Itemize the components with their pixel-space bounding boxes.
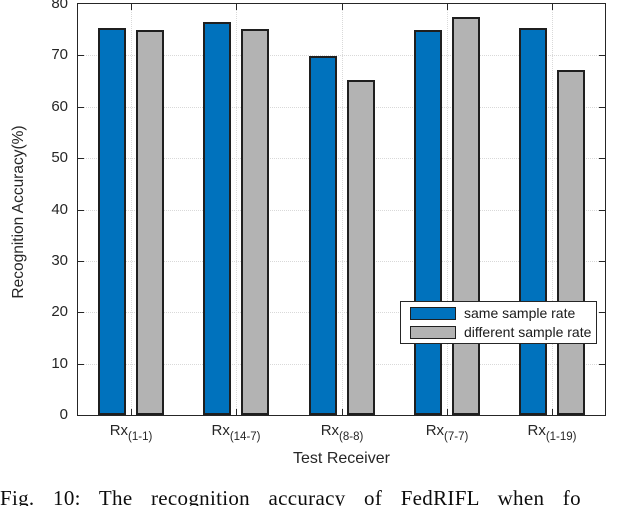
legend-swatch-blue [410,306,456,320]
gridline-horizontal [78,364,605,365]
legend-label: same sample rate [464,305,576,321]
x-axis-label: Test Receiver [293,450,390,467]
x-tick-top [131,4,132,10]
category-subscript: (1-1) [128,431,153,443]
bar-same-sample-rate [519,28,547,415]
legend-label: different sample rate [464,324,592,340]
bar-same-sample-rate [414,30,442,415]
gridline-horizontal [78,107,605,108]
category-base: Rx [211,422,230,439]
gridline-horizontal [78,312,605,313]
y-tick-label: 70 [51,46,68,64]
y-tick-label: 10 [51,354,68,372]
category-base: Rx [320,422,340,439]
y-tick-right [599,55,605,56]
x-tick-label: Rx(7-7) [395,422,499,443]
y-tick-label: 80 [51,0,68,12]
gridline-horizontal [78,158,605,159]
x-tick-label: Rx(14-7) [184,422,288,443]
y-tick-label: 40 [51,200,68,218]
legend-item-same-sample-rate: same sample rate [401,305,596,321]
bar-same-sample-rate [98,28,126,415]
gridline-horizontal [78,210,605,211]
legend: same sample rate different sample rate [400,301,597,344]
y-tick-right [599,364,605,365]
y-tick-left [78,158,84,159]
y-tick-left [78,364,84,365]
y-tick-left [78,55,84,56]
y-tick-right [599,107,605,108]
bar-different-sample-rate [347,80,375,415]
legend-item-different-sample-rate: different sample rate [401,324,596,340]
x-tick-label: Rx(1-19) [500,422,604,443]
category-subscript: (7-7) [444,431,469,443]
y-tick-right [599,210,605,211]
y-tick-left [78,261,84,262]
y-tick-right [599,261,605,262]
y-tick-right [599,312,605,313]
bar-same-sample-rate [203,22,231,415]
gridline-vertical [131,4,132,415]
category-subscript: (14-7) [229,431,261,443]
legend-swatch-gray [410,325,456,339]
gridline-vertical [552,4,553,415]
figure-caption: Fig. 10: The recognition accuracy of Fed… [0,486,581,506]
gridline-vertical [447,4,448,415]
x-tick-bottom [131,409,132,415]
gridline-horizontal [78,261,605,262]
category-base: Rx [109,422,129,439]
y-tick-label: 30 [51,251,68,269]
plot-area [77,3,606,416]
y-tick-label: 20 [51,303,68,321]
category-subscript: (1-19) [545,431,577,443]
x-tick-bottom [552,409,553,415]
x-tick-label: Rx(8-8) [290,422,394,443]
category-base: Rx [527,422,546,439]
x-tick-label: Rx(1-1) [79,422,183,443]
bar-different-sample-rate [241,29,269,415]
bar-different-sample-rate [136,30,164,415]
x-tick-bottom [447,409,448,415]
x-tick-top [447,4,448,10]
y-tick-label: 50 [51,149,68,167]
y-tick-label: 0 [59,406,68,423]
x-tick-bottom [236,409,237,415]
y-tick-left [78,210,84,211]
bar-same-sample-rate [309,56,337,415]
y-tick-left [78,312,84,313]
x-tick-top [236,4,237,10]
x-tick-top [342,4,343,10]
y-tick-label: 60 [51,97,68,115]
category-subscript: (8-8) [339,431,364,443]
gridline-vertical [236,4,237,415]
x-tick-top [552,4,553,10]
gridline-horizontal [78,55,605,56]
gridline-vertical [342,4,343,415]
bar-different-sample-rate [452,17,480,415]
y-tick-left [78,107,84,108]
y-tick-right [599,158,605,159]
x-tick-bottom [342,409,343,415]
category-base: Rx [425,422,445,439]
bar-different-sample-rate [557,70,585,415]
